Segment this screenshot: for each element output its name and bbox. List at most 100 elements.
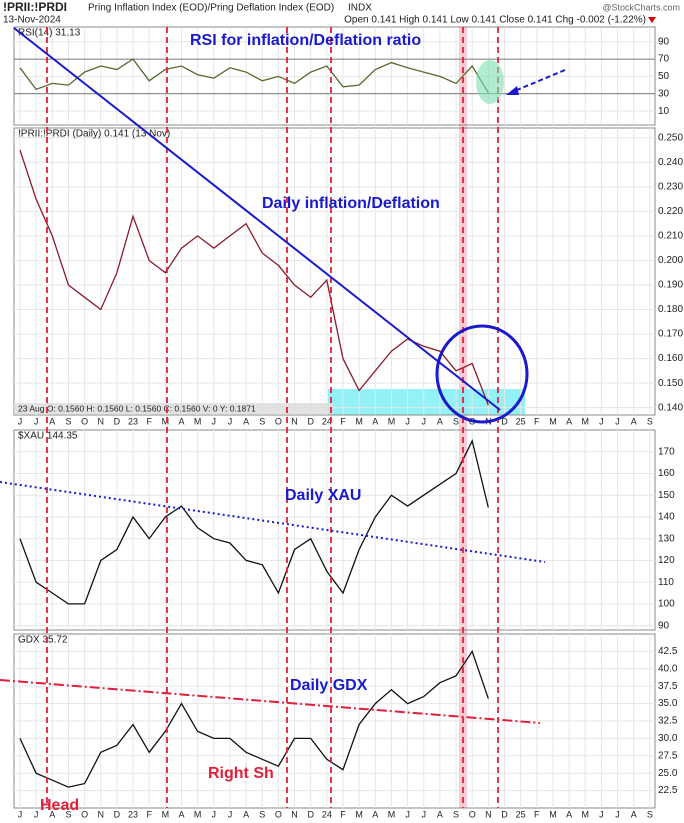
x-tick-label: F [340, 416, 346, 426]
x-tick-label: M [549, 416, 557, 426]
y-tick-label: 37.5 [658, 681, 678, 692]
x-tick-label: 25 [516, 809, 526, 819]
x-tick-label: J [599, 416, 604, 426]
y-tick-label: 90 [658, 620, 670, 631]
x-tick-label: J [422, 809, 427, 819]
x-tick-label: O [275, 416, 282, 426]
x-tick-label: D [501, 416, 508, 426]
panel [13, 127, 656, 416]
x-tick-label: J [405, 809, 410, 819]
annotation: Daily inflation/Deflation [262, 195, 440, 212]
x-tick-label: 23 [128, 416, 138, 426]
symbol: !PRII:!PRDI [3, 0, 67, 14]
y-tick-label: 25.0 [658, 768, 678, 779]
y-tick-label: 0.240 [658, 157, 683, 168]
x-tick-label: M [388, 809, 396, 819]
y-tick-label: 0.250 [658, 132, 683, 143]
y-tick-label: 70 [658, 54, 670, 65]
y-tick-label: 160 [658, 468, 675, 479]
x-tick-label: 23 [128, 809, 138, 819]
x-tick-label: M [582, 416, 590, 426]
x-tick-label: J [34, 809, 39, 819]
y-tick-label: 35.0 [658, 698, 678, 709]
y-tick-label: 32.5 [658, 716, 678, 727]
panel-title: RSI(14) 31.13 [18, 28, 81, 39]
y-tick-label: 90 [658, 36, 670, 47]
annotation: Daily GDX [290, 677, 368, 694]
quote: Open 0.141 High 0.141 Low 0.141 Close 0.… [344, 15, 646, 26]
x-tick-label: M [162, 809, 170, 819]
x-tick-label: N [291, 809, 298, 819]
x-tick-label: A [243, 416, 249, 426]
y-tick-label: 0.230 [658, 182, 683, 193]
x-tick-label: A [49, 416, 55, 426]
x-tick-label: D [501, 809, 508, 819]
x-tick-label: A [243, 809, 249, 819]
x-tick-label: J [18, 416, 23, 426]
x-tick-label: A [566, 416, 572, 426]
y-tick-label: 40.0 [658, 663, 678, 674]
x-tick-label: O [81, 809, 88, 819]
trendline [0, 481, 546, 563]
x-tick-label: J [615, 809, 620, 819]
data-window-bg [14, 403, 334, 414]
panel-title: $XAU 144.35 [18, 431, 78, 442]
y-tick-label: 0.140 [658, 402, 683, 413]
arrow-line [511, 69, 566, 93]
x-tick-label: A [178, 809, 184, 819]
y-tick-label: 0.170 [658, 329, 683, 340]
x-tick-label: M [355, 809, 363, 819]
x-tick-label: N [98, 809, 105, 819]
y-tick-label: 0.160 [658, 353, 683, 364]
x-tick-label: J [18, 809, 23, 819]
x-tick-label: N [291, 416, 298, 426]
x-tick-label: A [372, 809, 378, 819]
y-tick-label: 0.220 [658, 206, 683, 217]
x-tick-label: F [146, 809, 152, 819]
x-tick-label: M [582, 809, 590, 819]
x-tick-label: F [534, 809, 540, 819]
x-tick-label: J [615, 416, 620, 426]
x-tick-label: D [114, 809, 121, 819]
y-tick-label: 50 [658, 71, 670, 82]
x-tick-label: 24 [322, 809, 332, 819]
y-tick-label: 27.5 [658, 750, 678, 761]
x-tick-label: 24 [322, 416, 332, 426]
x-tick-label: M [549, 809, 557, 819]
x-tick-label: F [340, 809, 346, 819]
support-box [328, 389, 525, 415]
y-tick-label: 100 [658, 599, 675, 610]
y-tick-label: 130 [658, 533, 675, 544]
x-tick-label: S [65, 809, 71, 819]
description: Pring Inflation Index (EOD)/Pring Deflat… [88, 3, 334, 14]
x-tick-label: A [178, 416, 184, 426]
x-tick-label: D [114, 416, 121, 426]
panel-title: GDX 35.72 [18, 635, 68, 646]
x-tick-label: A [372, 416, 378, 426]
x-tick-label: M [388, 416, 396, 426]
x-tick-label: J [34, 416, 39, 426]
y-tick-label: 10 [658, 106, 670, 117]
y-tick-label: 0.190 [658, 280, 683, 291]
x-tick-label: S [647, 809, 653, 819]
y-tick-label: 170 [658, 446, 675, 457]
x-tick-label: O [81, 416, 88, 426]
x-tick-label: 25 [516, 416, 526, 426]
x-tick-label: N [485, 809, 492, 819]
y-tick-label: 0.150 [658, 378, 683, 389]
x-tick-label: J [228, 809, 233, 819]
x-tick-label: S [453, 416, 459, 426]
y-tick-label: 0.180 [658, 304, 683, 315]
x-tick-label: S [259, 416, 265, 426]
y-tick-label: 42.5 [658, 646, 678, 657]
y-tick-label: 120 [658, 555, 675, 566]
data-window: 23 Aug O: 0.1560 H: 0.1560 L: 0.1560 C: … [18, 403, 256, 413]
arrow-head [506, 86, 519, 95]
x-tick-label: M [194, 416, 202, 426]
x-tick-label: J [212, 809, 217, 819]
x-tick-label: A [437, 809, 443, 819]
data-line [19, 439, 489, 605]
x-tick-label: O [469, 809, 476, 819]
x-tick-label: M [194, 809, 202, 819]
